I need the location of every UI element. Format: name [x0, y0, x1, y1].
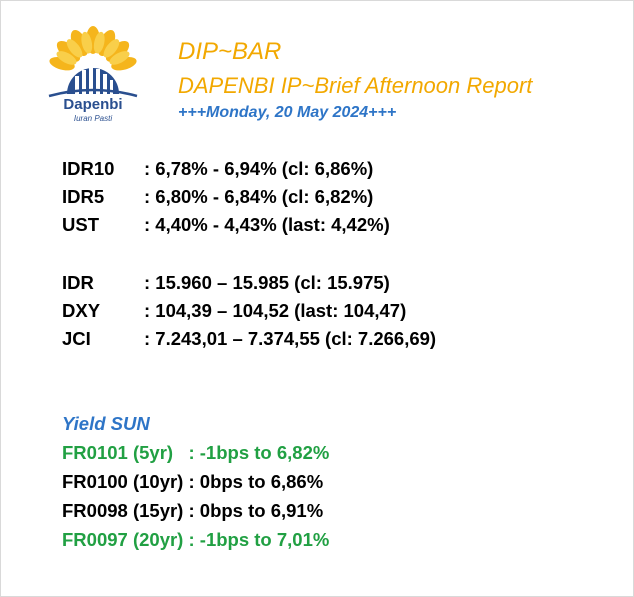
market-row-dxy: DXY : 104,39 – 104,52 (last: 104,47) — [62, 297, 436, 325]
dapenbi-logo: Dapenbi Iuran Pasti — [28, 26, 158, 128]
report-title: DIP~BAR — [178, 38, 282, 65]
rate-label: UST — [62, 214, 99, 235]
yield-row-fr0101: FR0101 (5yr) : -1bps to 6,82% — [62, 442, 330, 463]
rate-value: : 6,78% - 6,94% (cl: 6,86%) — [144, 158, 374, 179]
report-subtitle: DAPENBI IP~Brief Afternoon Report — [178, 73, 533, 98]
rate-value: : 6,80% - 6,84% (cl: 6,82%) — [144, 186, 374, 207]
rate-row-ust: UST : 4,40% - 4,43% (last: 4,42%) — [62, 211, 390, 239]
yield-sun-section: Yield SUN FR0101 (5yr) : -1bps to 6,82% … — [62, 410, 329, 554]
rates-section: IDR10 : 6,78% - 6,94% (cl: 6,86%) IDR5 : 6… — [62, 155, 390, 239]
market-row-idr: IDR : 15.960 – 15.985 (cl: 15.975) — [62, 269, 436, 297]
market-value: : 7.243,01 – 7.374,55 (cl: 7.266,69) — [144, 328, 437, 349]
rate-label: IDR10 — [62, 158, 115, 179]
yield-row-fr0100: FR0100 (10yr) : 0bps to 6,86% — [62, 471, 324, 492]
logo-tagline: Iuran Pasti — [73, 114, 113, 123]
yield-sun-title: Yield SUN — [62, 413, 150, 434]
yield-row-fr0098: FR0098 (15yr) : 0bps to 6,91% — [62, 500, 324, 521]
markets-section: IDR : 15.960 – 15.985 (cl: 15.975) DXY : 1… — [62, 269, 436, 353]
rate-row-idr10: IDR10 : 6,78% - 6,94% (cl: 6,86%) — [62, 155, 390, 183]
market-label: DXY — [62, 300, 101, 321]
logo-name: Dapenbi — [63, 96, 123, 113]
yield-row-fr0097: FR0097 (20yr) : -1bps to 7,01% — [62, 529, 330, 550]
market-value: : 104,39 – 104,52 (last: 104,47) — [144, 300, 407, 321]
market-label: JCI — [62, 328, 91, 349]
market-value: : 15.960 – 15.985 (cl: 15.975) — [144, 272, 390, 293]
rate-label: IDR5 — [62, 186, 105, 207]
market-label: IDR — [62, 272, 94, 293]
rate-row-idr5: IDR5 : 6,80% - 6,84% (cl: 6,82%) — [62, 183, 390, 211]
report-date: +++Monday, 20 May 2024+++ — [178, 104, 397, 121]
rate-value: : 4,40% - 4,43% (last: 4,42%) — [144, 214, 390, 235]
sunflower-icon — [48, 26, 138, 98]
market-row-jci: JCI : 7.243,01 – 7.374,55 (cl: 7.266,69) — [62, 325, 436, 353]
